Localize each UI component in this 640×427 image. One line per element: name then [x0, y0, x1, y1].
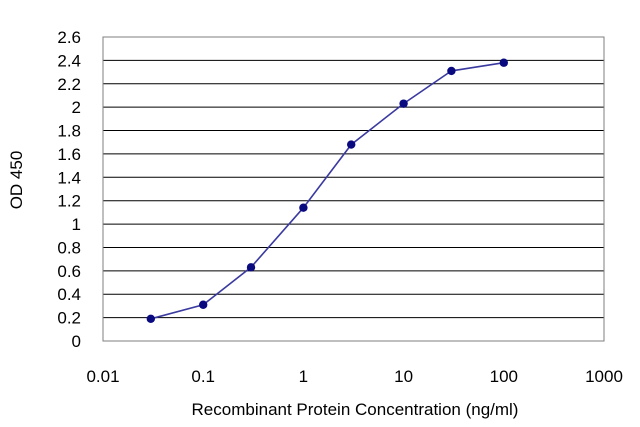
data-point: [199, 300, 208, 309]
y-tick-label: 0.6: [57, 262, 81, 281]
y-tick-label: 0.8: [57, 238, 81, 257]
y-tick-label: 1.8: [57, 122, 81, 141]
y-tick-label: 1.4: [57, 168, 81, 187]
y-tick-label: 0: [72, 332, 81, 351]
y-tick-label: 1.2: [57, 192, 81, 211]
y-tick-label: 1: [72, 215, 81, 234]
data-point: [447, 66, 456, 76]
grid-lines: [103, 59, 604, 319]
x-tick-labels: 0.01 0.1 1 10 100 1000: [86, 367, 622, 386]
x-tick-label: 100: [490, 367, 518, 386]
y-tick-label: 2.6: [57, 28, 81, 47]
x-axis-title: Recombinant Protein Concentration (ng/ml…: [192, 400, 519, 419]
y-axis-title: OD 450: [7, 151, 26, 210]
series-group: [146, 58, 508, 323]
data-point: [146, 314, 156, 323]
x-tick-label: 10: [394, 367, 413, 386]
y-tick-label: 0.4: [57, 285, 81, 304]
x-tick-label: 0.1: [191, 367, 215, 386]
x-tick-label: 1: [299, 367, 308, 386]
data-point: [499, 58, 508, 67]
x-tick-label: 1000: [585, 367, 623, 386]
data-point: [347, 140, 356, 149]
y-tick-label: 1.6: [57, 145, 81, 164]
y-tick-labels: 0 0.2 0.4 0.6 0.8 1 1.2 1.4 1.6 1.8 2 2.2 2.4 2.6: [57, 28, 81, 351]
data-point: [399, 99, 408, 108]
y-tick-label: 2: [72, 98, 81, 117]
plot-frame: [102, 36, 605, 342]
y-tick-label: 2.2: [57, 75, 81, 94]
y-tick-label: 0.2: [57, 309, 81, 328]
x-tick-label: 0.01: [86, 367, 119, 386]
data-point: [299, 203, 308, 212]
data-point: [246, 263, 256, 272]
series-line: [150, 61, 504, 320]
y-tick-label: 2.4: [57, 51, 81, 70]
